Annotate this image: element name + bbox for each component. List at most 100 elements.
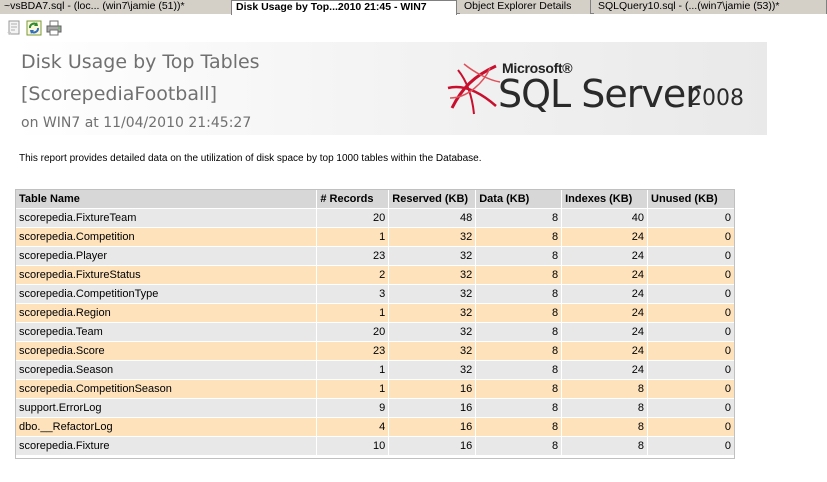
table-row: dbo.__RefactorLog 4 16 8 8 0 — [14, 417, 735, 437]
cell-unused: 0 — [647, 341, 735, 361]
cell-reserved: 32 — [388, 303, 477, 323]
tab-object-explorer-details[interactable]: Object Explorer Details — [460, 0, 591, 14]
cell-unused: 0 — [647, 417, 735, 437]
table-row: scorepedia.Fixture 10 16 8 8 0 — [14, 436, 735, 456]
cell-reserved: 32 — [388, 360, 477, 380]
cell-table-name: scorepedia.Season — [14, 360, 318, 380]
cell-records: 10 — [316, 436, 390, 456]
header-unused[interactable]: Unused (KB) — [647, 189, 735, 209]
cell-records: 9 — [316, 398, 390, 418]
cell-indexes: 24 — [561, 265, 649, 285]
table-header-row: Table Name # Records Reserved (KB) Data … — [14, 189, 735, 209]
header-reserved[interactable]: Reserved (KB) — [388, 189, 477, 209]
cell-records: 23 — [316, 246, 390, 266]
table-row: scorepedia.CompetitionSeason 1 16 8 8 0 — [14, 379, 735, 399]
document-map-icon[interactable] — [6, 20, 22, 36]
cell-reserved: 32 — [388, 227, 477, 247]
cell-data: 8 — [475, 398, 563, 418]
table-row: scorepedia.CompetitionType 3 32 8 24 0 — [14, 284, 735, 304]
cell-unused: 0 — [647, 208, 735, 228]
cell-indexes: 24 — [561, 303, 649, 323]
cell-data: 8 — [475, 322, 563, 342]
cell-data: 8 — [475, 284, 563, 304]
report-header-banner: Disk Usage by Top Tables [ScorepediaFoot… — [14, 42, 767, 135]
table-row: scorepedia.Region 1 32 8 24 0 — [14, 303, 735, 323]
cell-data: 8 — [475, 227, 563, 247]
disk-usage-table: Table Name # Records Reserved (KB) Data … — [14, 189, 735, 456]
cell-reserved: 32 — [388, 284, 477, 304]
sql-server-swoosh-icon — [447, 63, 501, 115]
tab-query-sqlquery10[interactable]: SQLQuery10.sql - (...(win7\jamie (53))* — [594, 0, 827, 14]
table-row: scorepedia.FixtureTeam 20 48 8 40 0 — [14, 208, 735, 228]
cell-unused: 0 — [647, 360, 735, 380]
cell-table-name: scorepedia.CompetitionType — [14, 284, 318, 304]
cell-unused: 0 — [647, 379, 735, 399]
cell-data: 8 — [475, 341, 563, 361]
cell-indexes: 24 — [561, 360, 649, 380]
cell-data: 8 — [475, 303, 563, 323]
cell-unused: 0 — [647, 303, 735, 323]
tab-disk-usage-report[interactable]: Disk Usage by Top...2010 21:45 - WIN7 — [231, 0, 457, 15]
cell-data: 8 — [475, 417, 563, 437]
cell-unused: 0 — [647, 284, 735, 304]
cell-table-name: support.ErrorLog — [14, 398, 318, 418]
table-row: scorepedia.Score 23 32 8 24 0 — [14, 341, 735, 361]
cell-unused: 0 — [647, 436, 735, 456]
cell-data: 8 — [475, 265, 563, 285]
cell-records: 20 — [316, 208, 390, 228]
cell-reserved: 32 — [388, 246, 477, 266]
cell-table-name: scorepedia.Player — [14, 246, 318, 266]
microsoft-wordmark: Microsoft® — [502, 60, 573, 76]
header-data[interactable]: Data (KB) — [475, 189, 563, 209]
table-row: scorepedia.Team 20 32 8 24 0 — [14, 322, 735, 342]
header-indexes[interactable]: Indexes (KB) — [561, 189, 649, 209]
cell-records: 1 — [316, 227, 390, 247]
print-icon[interactable] — [46, 20, 62, 36]
tab-query-vsbda7[interactable]: ~vsBDA7.sql - (loc... (win7\jamie (51))* — [0, 0, 232, 14]
cell-data: 8 — [475, 246, 563, 266]
table-row: support.ErrorLog 9 16 8 8 0 — [14, 398, 735, 418]
cell-reserved: 48 — [388, 208, 477, 228]
cell-records: 2 — [316, 265, 390, 285]
cell-table-name: scorepedia.FixtureTeam — [14, 208, 318, 228]
report-subtitle: on WIN7 at 11/04/2010 21:45:27 — [21, 115, 252, 131]
cell-indexes: 24 — [561, 246, 649, 266]
cell-reserved: 16 — [388, 398, 477, 418]
cell-table-name: scorepedia.CompetitionSeason — [14, 379, 318, 399]
cell-unused: 0 — [647, 398, 735, 418]
cell-table-name: scorepedia.FixtureStatus — [14, 265, 318, 285]
header-records[interactable]: # Records — [316, 189, 390, 209]
cell-records: 20 — [316, 322, 390, 342]
header-table-name[interactable]: Table Name — [14, 189, 318, 209]
report-description: This report provides detailed data on th… — [19, 153, 482, 164]
cell-indexes: 8 — [561, 436, 649, 456]
report-database-name: [ScorepediaFootball] — [21, 83, 217, 105]
cell-indexes: 24 — [561, 341, 649, 361]
sql-server-wordmark: SQL Server — [498, 72, 701, 116]
refresh-icon[interactable] — [26, 20, 42, 36]
document-tab-strip: ~vsBDA7.sql - (loc... (win7\jamie (51))*… — [0, 0, 827, 15]
cell-reserved: 16 — [388, 417, 477, 437]
cell-indexes: 40 — [561, 208, 649, 228]
cell-records: 23 — [316, 341, 390, 361]
cell-records: 1 — [316, 303, 390, 323]
cell-data: 8 — [475, 379, 563, 399]
cell-data: 8 — [475, 360, 563, 380]
table-row: scorepedia.Player 23 32 8 24 0 — [14, 246, 735, 266]
cell-unused: 0 — [647, 246, 735, 266]
cell-table-name: scorepedia.Score — [14, 341, 318, 361]
cell-records: 1 — [316, 379, 390, 399]
cell-table-name: scorepedia.Team — [14, 322, 318, 342]
cell-indexes: 8 — [561, 379, 649, 399]
cell-records: 4 — [316, 417, 390, 437]
cell-unused: 0 — [647, 265, 735, 285]
table-row: scorepedia.FixtureStatus 2 32 8 24 0 — [14, 265, 735, 285]
sql-server-year: 2008 — [688, 86, 744, 111]
cell-indexes: 24 — [561, 227, 649, 247]
cell-data: 8 — [475, 436, 563, 456]
cell-unused: 0 — [647, 227, 735, 247]
cell-table-name: dbo.__RefactorLog — [14, 417, 318, 437]
cell-reserved: 16 — [388, 436, 477, 456]
cell-table-name: scorepedia.Region — [14, 303, 318, 323]
cell-indexes: 8 — [561, 398, 649, 418]
